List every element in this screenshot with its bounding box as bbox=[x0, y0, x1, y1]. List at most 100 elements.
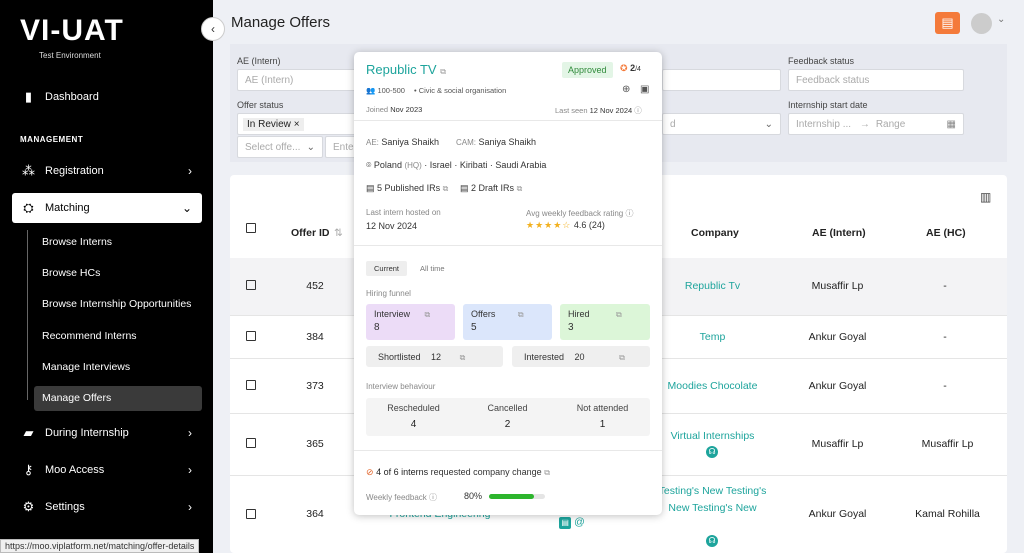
published-irs-link[interactable]: ▤ 5 Published IRs ⧉ bbox=[366, 183, 448, 194]
handshake-icon: ⛭ bbox=[23, 200, 34, 215]
collapse-sidebar-button[interactable]: ‹ bbox=[201, 17, 225, 41]
funnel-interview[interactable]: Interview ⧉ 8 bbox=[366, 304, 455, 340]
nav-dashboard[interactable]: ▮ Dashboard bbox=[12, 82, 202, 112]
hidden-filter-select[interactable]: d ⌄ bbox=[662, 113, 781, 135]
email-icon[interactable]: @ bbox=[574, 516, 585, 528]
tab-all-time[interactable]: All time bbox=[420, 264, 445, 273]
columns-icon[interactable]: ▥ bbox=[980, 190, 992, 204]
shortlisted-pill[interactable]: Shortlisted 12 ⧉ bbox=[366, 346, 503, 367]
rescheduled-label: Rescheduled bbox=[387, 403, 440, 413]
external-link-icon[interactable]: ⧉ bbox=[544, 468, 550, 477]
last-seen-value: 12 Nov 2024 bbox=[589, 106, 633, 115]
funnel-hired[interactable]: Hired ⧉ 3 bbox=[560, 304, 650, 340]
headset-icon: ☊ bbox=[706, 446, 718, 458]
cancelled-value: 2 bbox=[504, 419, 511, 430]
header-company[interactable]: Company bbox=[691, 227, 739, 239]
close-icon[interactable]: × bbox=[293, 119, 300, 130]
draft-irs: 2 Draft IRs bbox=[471, 183, 515, 193]
joined-value: Nov 2023 bbox=[390, 105, 423, 114]
funnel-offers-label: Offers bbox=[471, 309, 496, 319]
funnel-offers[interactable]: Offers ⧉ 5 bbox=[463, 304, 552, 340]
select-offer-input[interactable]: Select offe... ⌄ bbox=[237, 136, 323, 158]
sub-manage-offers[interactable]: Manage Offers bbox=[34, 386, 202, 411]
header-offer-id[interactable]: Offer ID bbox=[291, 227, 330, 239]
sub-browse-hcs[interactable]: Browse HCs bbox=[42, 267, 101, 279]
info-icon: ⓘ bbox=[625, 209, 634, 218]
company-name-link[interactable]: Republic TV ⧉ bbox=[366, 62, 446, 77]
start-placeholder: Internship ... bbox=[796, 119, 852, 130]
offer-id[interactable]: 364 bbox=[306, 508, 324, 520]
cam-info: CAM: Saniya Shaikh bbox=[456, 137, 536, 147]
row-checkbox[interactable] bbox=[246, 380, 256, 390]
grid-icon: ⁂ bbox=[22, 163, 35, 178]
hidden-filter-input[interactable] bbox=[662, 69, 781, 91]
headset-icon: ☊ bbox=[706, 535, 718, 547]
chevron-right-icon: › bbox=[188, 426, 192, 440]
sub-browse-interns[interactable]: Browse Interns bbox=[42, 236, 113, 248]
company-link[interactable]: Testing's New Testing's New Testing's Ne… bbox=[658, 485, 767, 514]
company-link[interactable]: Virtual Internships bbox=[670, 430, 755, 442]
globe-icon[interactable]: ⊕ bbox=[622, 84, 631, 95]
document-icon[interactable]: ▤ bbox=[559, 517, 572, 529]
ae-intern-input[interactable]: AE (Intern) bbox=[237, 69, 361, 91]
offer-id[interactable]: 384 bbox=[306, 331, 324, 343]
weekly-feedback-value: 80% bbox=[464, 491, 483, 501]
company-change-note: ⊘ 4 of 6 interns requested company chang… bbox=[366, 467, 550, 478]
star-rating: ★★★★☆ bbox=[526, 220, 572, 230]
offer-id[interactable]: 373 bbox=[306, 380, 324, 392]
external-link-icon: ⧉ bbox=[442, 184, 449, 193]
linkedin-icon[interactable]: ▣ bbox=[640, 84, 650, 95]
row-checkbox[interactable] bbox=[246, 280, 256, 290]
avg-feedback-rating: ★★★★☆ 4.6 (24) bbox=[526, 220, 605, 231]
document-icon: ▤ bbox=[366, 183, 375, 193]
ae-hc-cell: - bbox=[943, 280, 947, 292]
select-all-checkbox[interactable] bbox=[246, 223, 256, 233]
document-button[interactable]: ▤ bbox=[935, 12, 960, 34]
company-change-count: 4 of 6 interns bbox=[376, 467, 429, 477]
interview-behaviour-label: Interview behaviour bbox=[366, 382, 436, 391]
offer-id[interactable]: 452 bbox=[306, 280, 324, 292]
offer-id[interactable]: 365 bbox=[306, 438, 324, 450]
offer-status-select[interactable]: In Review × bbox=[237, 113, 361, 135]
external-link-icon: ⧉ bbox=[459, 353, 466, 362]
avatar[interactable] bbox=[971, 13, 992, 34]
nav-settings[interactable]: ⚙ Settings › bbox=[12, 492, 202, 522]
ae-intern-cell: Ankur Goyal bbox=[808, 331, 867, 343]
ae-intern-cell: Musaffir Lp bbox=[811, 280, 864, 292]
joined-date: Joined Nov 2023 bbox=[366, 105, 422, 114]
ae-hc-cell: - bbox=[943, 331, 947, 343]
company-link[interactable]: Republic Tv bbox=[684, 280, 741, 292]
chevron-down-icon[interactable]: ⌄ bbox=[997, 14, 1006, 25]
sub-recommend-interns[interactable]: Recommend Interns bbox=[42, 330, 137, 342]
interested-pill[interactable]: Interested 20 ⧉ bbox=[512, 346, 650, 367]
funnel-interview-label: Interview bbox=[374, 309, 411, 319]
cam-value: Saniya Shaikh bbox=[478, 137, 537, 147]
company-link[interactable]: Moodies Chocolate bbox=[667, 380, 758, 392]
sub-browse-opportunities[interactable]: Browse Internship Opportunities bbox=[42, 298, 192, 310]
header-ae-intern[interactable]: AE (Intern) bbox=[812, 227, 866, 239]
status-url: https://moo.viplatform.net/matching/offe… bbox=[0, 539, 200, 553]
external-link-icon: ⧉ bbox=[619, 353, 625, 362]
shortlisted-value: 12 bbox=[431, 352, 442, 362]
gear-icon: ⚙ bbox=[22, 499, 35, 514]
date-range-input[interactable]: Internship ... → Range ▦ bbox=[788, 113, 964, 135]
row-checkbox[interactable] bbox=[246, 509, 256, 519]
draft-irs-link[interactable]: ▤ 2 Draft IRs ⧉ bbox=[460, 183, 522, 194]
feedback-input[interactable]: Feedback status bbox=[788, 69, 964, 91]
header-ae-hc[interactable]: AE (HC) bbox=[926, 227, 966, 239]
sub-manage-interviews[interactable]: Manage Interviews bbox=[42, 361, 131, 373]
not-attended-stat: Not attended 1 bbox=[555, 403, 650, 430]
sort-icon[interactable]: ⇅ bbox=[334, 227, 343, 239]
company-link[interactable]: Temp bbox=[699, 331, 726, 343]
nav-moo-access[interactable]: ⚷ Moo Access › bbox=[12, 455, 202, 485]
tab-current[interactable]: Current bbox=[366, 261, 408, 276]
nav-registration[interactable]: ⁂ Registration › bbox=[12, 156, 202, 186]
row-checkbox[interactable] bbox=[246, 438, 256, 448]
nav-matching[interactable]: ⛭ Matching ⌄ bbox=[12, 193, 202, 223]
weekly-feedback-fill bbox=[489, 494, 534, 499]
chevron-right-icon: › bbox=[188, 500, 192, 514]
row-checkbox[interactable] bbox=[246, 331, 256, 341]
nav-during-internship[interactable]: ▰ During Internship › bbox=[12, 418, 202, 448]
range-placeholder: Range bbox=[875, 119, 906, 130]
sidebar: VI-UAT Test Environment ▮ Dashboard MANAG… bbox=[0, 0, 213, 553]
